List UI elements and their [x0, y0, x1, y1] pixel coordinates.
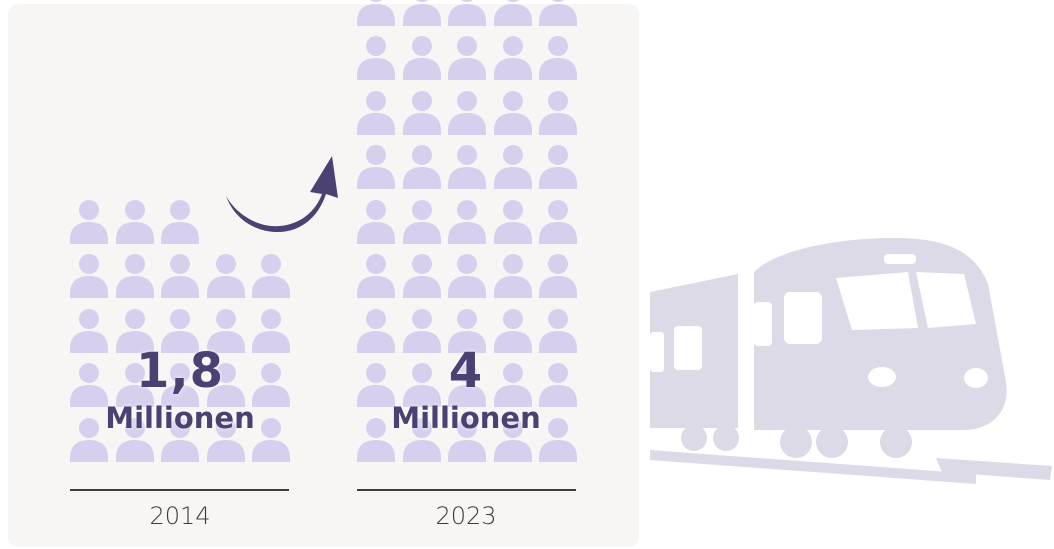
person-icon — [161, 417, 199, 466]
person-icon — [357, 145, 395, 193]
person-icon — [357, 90, 395, 139]
train-icon — [650, 238, 1052, 484]
person-icon — [115, 254, 154, 302]
value-unit-2014: Millionen — [105, 401, 255, 435]
person-icon — [357, 36, 395, 84]
person-icon — [206, 308, 245, 357]
person-icon — [402, 308, 441, 357]
person-grid-2014 — [70, 194, 298, 467]
person-icon — [402, 254, 441, 302]
person-icon — [539, 363, 577, 411]
person-icon — [161, 199, 199, 248]
person-icon — [493, 417, 532, 466]
person-icon — [402, 417, 441, 466]
year-label-2014: 2014 — [149, 502, 211, 530]
person-icon — [493, 36, 532, 84]
person-icon — [70, 254, 108, 302]
person-icon — [539, 90, 577, 139]
person-icon — [539, 199, 577, 248]
person-icon — [539, 417, 577, 466]
person-icon — [448, 308, 486, 357]
curved-arrow-icon — [226, 156, 338, 232]
chart-panel — [8, 4, 639, 547]
person-icon — [448, 417, 486, 466]
person-icon — [402, 90, 441, 139]
person-icon — [357, 254, 395, 302]
person-icon — [70, 363, 108, 411]
person-grid-2023 — [357, 0, 585, 466]
person-icon — [493, 254, 532, 302]
person-icon — [493, 145, 532, 193]
person-icon — [539, 145, 577, 193]
person-icon — [70, 417, 108, 466]
person-icon — [448, 90, 486, 139]
person-icon — [357, 0, 395, 30]
person-icon — [70, 308, 108, 357]
value-number-2014: 1,8 — [135, 343, 225, 399]
person-icon — [357, 199, 395, 248]
person-icon — [493, 199, 532, 248]
person-icon — [161, 308, 199, 357]
person-icon — [493, 90, 532, 139]
person-icon — [206, 254, 245, 302]
person-icon — [539, 0, 577, 30]
person-icon — [402, 199, 441, 248]
person-icon — [357, 363, 395, 411]
person-icon — [402, 145, 441, 193]
person-icon — [493, 308, 532, 357]
baseline-2023 — [357, 489, 576, 491]
value-unit-2023: Millionen — [391, 401, 541, 435]
person-icon — [115, 199, 154, 248]
person-icon — [252, 417, 290, 466]
baseline-2014 — [70, 489, 289, 491]
person-icon — [493, 0, 532, 30]
value-number-2023: 4 — [448, 343, 484, 399]
person-icon — [252, 363, 290, 411]
person-icon — [115, 363, 154, 411]
person-icon — [357, 308, 395, 357]
person-icon — [539, 308, 577, 357]
person-icon — [448, 199, 486, 248]
person-icon — [161, 254, 199, 302]
person-icon — [539, 254, 577, 302]
person-icon — [448, 145, 486, 193]
person-icon — [252, 308, 290, 357]
person-icon — [115, 417, 154, 466]
year-label-2023: 2023 — [435, 502, 497, 530]
person-icon — [402, 36, 441, 84]
person-icon — [448, 363, 486, 411]
person-icon — [448, 36, 486, 84]
person-icon — [252, 254, 290, 302]
person-icon — [402, 363, 441, 411]
person-icon — [357, 417, 395, 466]
person-icon — [448, 254, 486, 302]
person-icon — [402, 0, 441, 30]
person-icon — [448, 0, 486, 30]
person-icon — [493, 363, 532, 411]
person-icon — [206, 363, 245, 411]
person-icon — [161, 363, 199, 411]
person-icon — [539, 36, 577, 84]
person-icon — [206, 417, 245, 466]
person-icon — [115, 308, 154, 357]
person-icon — [70, 199, 108, 248]
